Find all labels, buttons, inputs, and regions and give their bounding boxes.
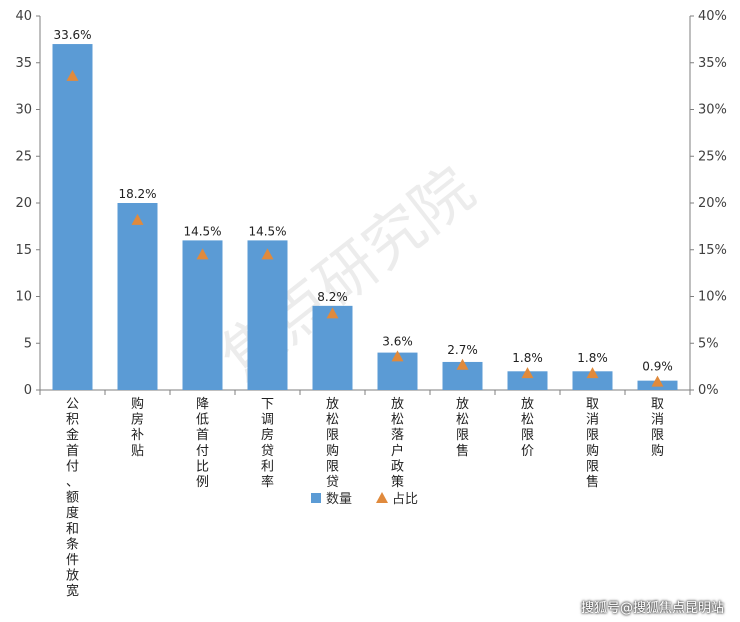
left-tick-label: 20: [15, 196, 32, 211]
left-tick-label: 30: [15, 103, 32, 118]
legend: 数量 占比: [311, 492, 418, 507]
data-label: 14.5%: [248, 224, 286, 238]
left-tick-label: 35: [15, 56, 32, 71]
data-label: 3.6%: [382, 334, 413, 348]
bars: [52, 44, 678, 391]
data-label: 18.2%: [118, 187, 156, 201]
category-label: 放松限价: [521, 397, 534, 459]
left-tick-label: 0: [24, 383, 32, 398]
category-label: 取消限购限售: [586, 397, 599, 490]
data-label: 8.2%: [317, 290, 348, 304]
legend-swatch-share: [376, 492, 388, 503]
category-label: 放松限售: [456, 397, 469, 459]
share-marker: [66, 69, 79, 81]
bar: [52, 44, 93, 391]
category-label: 放松限购限贷: [326, 397, 339, 490]
category-label: 公积金首付、额度和条件放宽: [66, 397, 79, 599]
data-label: 2.7%: [447, 343, 478, 357]
data-labels: 33.6% 18.2% 14.5% 14.5% 8.2% 3.6% 2.7% 1.8% 1.8%…: [53, 28, 672, 374]
share-marker: [586, 367, 599, 379]
bar: [247, 240, 288, 390]
share-marker: [651, 375, 664, 387]
category-label: 购房补贴: [131, 396, 144, 459]
category-label: 取消限购: [651, 397, 664, 459]
left-tick-label: 5: [24, 336, 32, 351]
data-label: 14.5%: [183, 224, 221, 238]
right-tick-label: 35%: [698, 56, 727, 71]
share-marker: [131, 213, 144, 225]
share-marker: [196, 248, 209, 260]
right-tick-label: 15%: [698, 243, 727, 258]
legend-label-share: 占比: [392, 492, 418, 507]
data-label: 1.8%: [577, 351, 608, 365]
source-credit: 搜狐号@搜狐焦点昆明站: [580, 601, 724, 616]
right-tick-label: 10%: [698, 290, 727, 305]
share-marker: [391, 350, 404, 362]
data-label: 33.6%: [53, 28, 91, 42]
markers: [66, 69, 664, 387]
category-label: 放松落户政策: [391, 397, 404, 490]
bar: [312, 305, 353, 390]
data-label: 0.9%: [642, 360, 673, 374]
right-tick-label: 20%: [698, 196, 727, 211]
bar: [507, 371, 548, 390]
bar: [182, 240, 223, 390]
category-label: 降低首付比例: [196, 397, 209, 490]
share-marker: [521, 367, 534, 379]
category-label: 下调房贷利率: [261, 397, 274, 490]
share-marker: [326, 307, 339, 319]
data-label: 1.8%: [512, 351, 543, 365]
right-tick-label: 30%: [698, 103, 727, 118]
right-tick-label: 25%: [698, 149, 727, 164]
right-tick-label: 40%: [698, 9, 727, 24]
share-marker: [261, 248, 274, 260]
legend-swatch-count: [311, 493, 321, 503]
left-tick-label: 40: [15, 9, 32, 24]
bar: [572, 371, 613, 390]
right-tick-label: 5%: [698, 336, 719, 351]
left-tick-label: 10: [15, 290, 32, 305]
left-tick-label: 15: [15, 243, 32, 258]
legend-label-count: 数量: [326, 492, 352, 507]
share-marker: [456, 358, 469, 370]
left-tick-label: 25: [15, 149, 32, 164]
bar: [117, 203, 158, 390]
right-tick-label: 0%: [698, 383, 719, 398]
category-labels: 公积金首付、额度和条件放宽 购房补贴 降低首付比例 下调房贷利率 放松限购限贷 放松落户政…: [66, 396, 664, 599]
